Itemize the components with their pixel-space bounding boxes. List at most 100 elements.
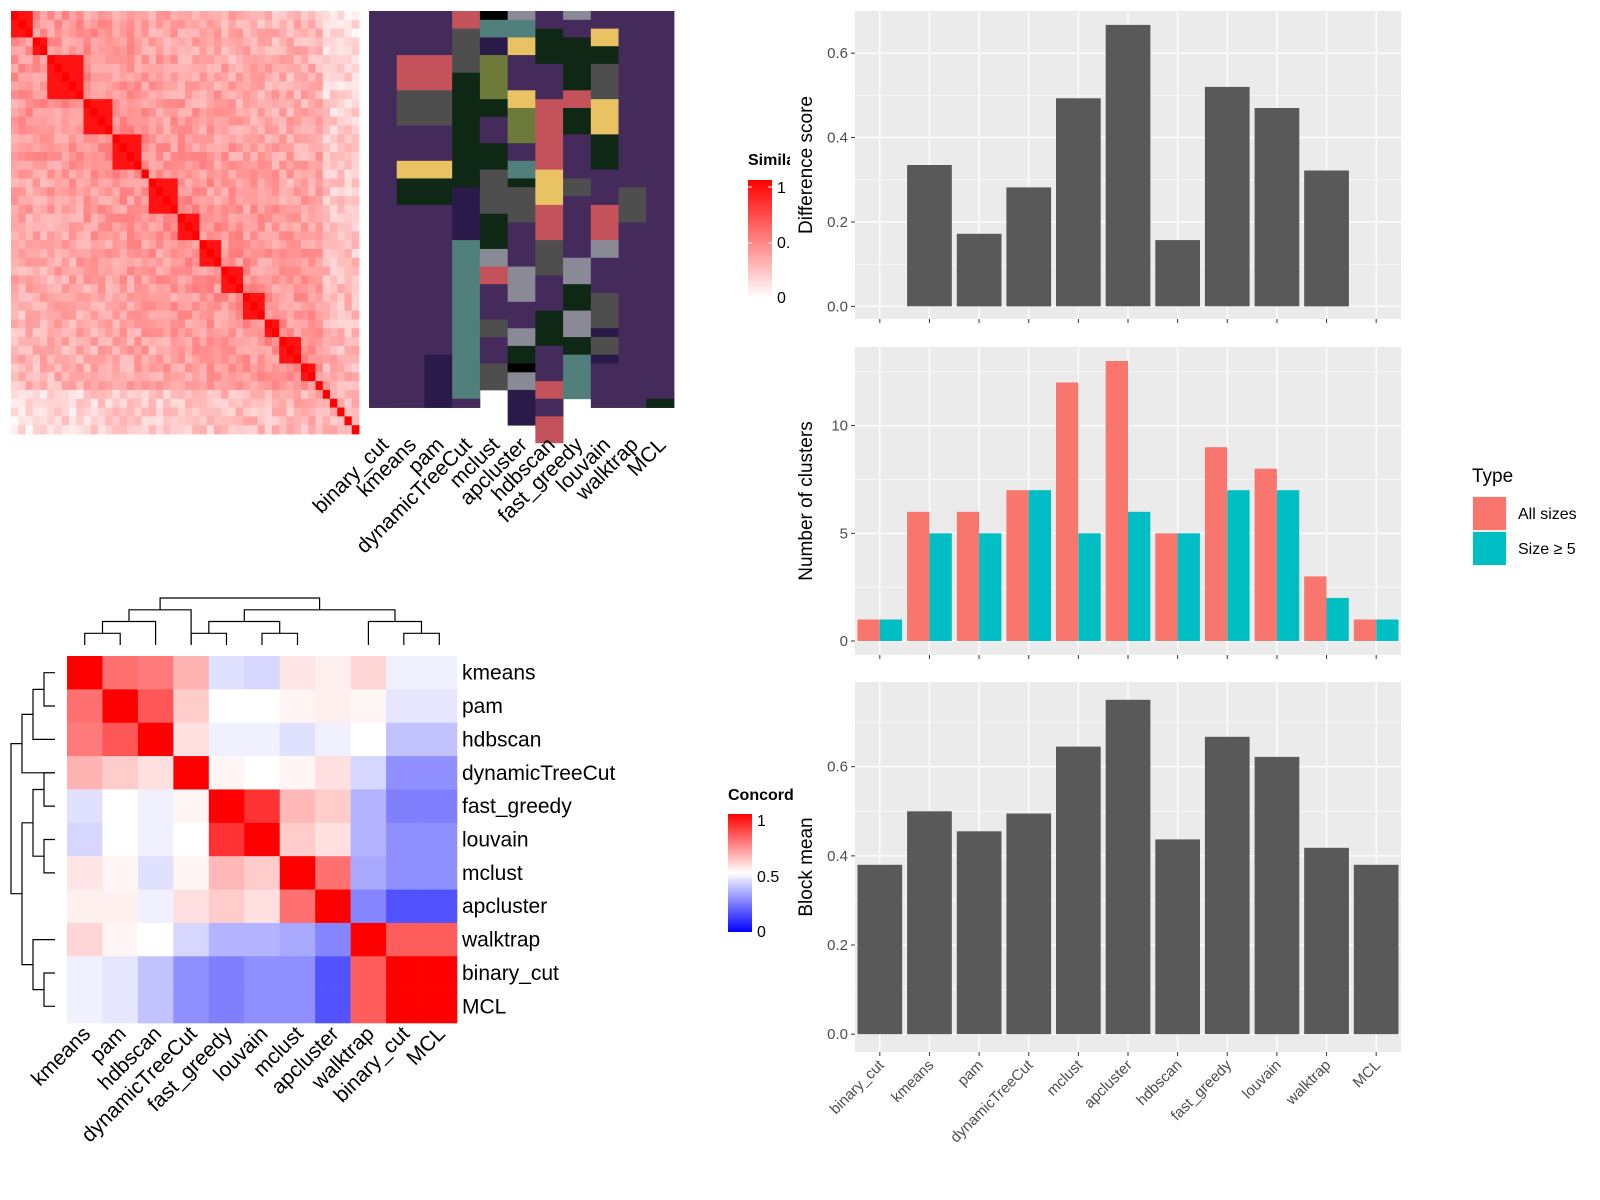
similarity-cell: [119, 81, 128, 91]
similarity-cell: [330, 328, 338, 338]
concordance-cell: [279, 689, 316, 724]
similarity-cell: [221, 116, 229, 126]
similarity-cell: [264, 46, 273, 56]
similarity-cell: [308, 248, 316, 259]
concordance-cell: [244, 889, 281, 924]
similarity-cell: [163, 143, 171, 153]
similarity-cell: [214, 416, 222, 426]
similarity-cell: [301, 37, 309, 47]
similarity-cell: [69, 213, 77, 223]
similarity-cell: [119, 11, 128, 21]
similarity-cell: [308, 231, 316, 241]
y-axis-title: Block mean: [796, 817, 817, 916]
similarity-cell: [286, 319, 295, 329]
concordance-cell: [279, 956, 316, 990]
similarity-cell: [221, 11, 229, 21]
similarity-cell: [25, 143, 34, 153]
similarity-cell: [170, 381, 179, 391]
similarity-cell: [105, 328, 113, 338]
similarity-cell: [25, 116, 34, 126]
similarity-cell: [76, 257, 84, 267]
similarity-cell: [54, 275, 63, 285]
similarity-cell: [119, 257, 128, 267]
similarity-cell: [301, 107, 309, 118]
similarity-cell: [185, 125, 193, 135]
similarity-cell: [221, 231, 229, 241]
similarity-cell: [18, 99, 26, 109]
similarity-cell: [105, 275, 113, 285]
similarity-cell: [351, 11, 360, 21]
similarity-cell: [293, 275, 302, 285]
similarity-cell: [177, 222, 186, 232]
similarity-cell: [185, 240, 193, 250]
similarity-cell: [141, 231, 150, 241]
similarity-cell: [69, 416, 77, 426]
concordance-row-label: kmeans: [462, 662, 536, 685]
similarity-cell: [69, 63, 77, 74]
similarity-cell: [112, 248, 121, 259]
similarity-cell: [32, 107, 41, 118]
y-tick-label: 0.2: [827, 937, 848, 954]
similarity-cell: [69, 337, 77, 347]
similarity-cell: [18, 275, 26, 285]
concordance-column-label: MCL: [402, 1022, 450, 1070]
similarity-cell: [330, 301, 338, 312]
membership-cell: [535, 398, 564, 417]
similarity-cell: [177, 372, 186, 382]
similarity-cell: [344, 275, 353, 285]
similarity-cell: [257, 99, 266, 109]
similarity-cell: [243, 257, 251, 267]
similarity-cell: [293, 81, 302, 91]
similarity-cell: [76, 231, 84, 241]
similarity-cell: [18, 160, 26, 171]
similarity-cell: [308, 319, 316, 329]
similarity-cell: [98, 354, 106, 364]
similarity-cell: [98, 398, 106, 408]
similarity-cell: [250, 90, 258, 100]
similarity-cell: [25, 301, 34, 312]
similarity-cell: [83, 248, 92, 259]
similarity-cell: [18, 337, 26, 347]
similarity-cell: [322, 81, 331, 91]
similarity-cell: [228, 178, 237, 188]
membership-cell: [507, 345, 536, 364]
similarity-cell: [127, 46, 135, 56]
similarity-cell: [322, 381, 331, 391]
concordance-cell: [102, 756, 139, 790]
similarity-cell: [18, 425, 26, 435]
similarity-cell: [156, 363, 164, 373]
similarity-cell: [119, 213, 128, 223]
similarity-cell: [134, 407, 142, 417]
similarity-cell: [18, 398, 26, 408]
similarity-cell: [32, 354, 41, 364]
similarity-cell: [322, 310, 331, 320]
similarity-cell: [214, 310, 222, 320]
similarity-cell: [112, 204, 121, 215]
similarity-cell: [293, 284, 302, 294]
similarity-cell: [250, 107, 258, 118]
concordance-cell: [137, 822, 174, 857]
similarity-cell: [134, 319, 142, 329]
dendrogram-branch: [21, 713, 55, 774]
similarity-cell: [243, 301, 251, 312]
x-tick-label: binary_cut: [827, 1056, 889, 1118]
similarity-cell: [308, 116, 316, 126]
similarity-cell: [11, 81, 19, 91]
similarity-cell: [235, 11, 244, 21]
similarity-cell: [105, 178, 113, 188]
similarity-cell: [250, 389, 258, 400]
similarity-cell: [98, 257, 106, 267]
similarity-cell: [235, 381, 244, 391]
similarity-cell: [286, 196, 295, 206]
similarity-cell: [141, 90, 150, 100]
membership-cell: [590, 204, 619, 241]
similarity-cell: [322, 319, 331, 329]
similarity-cell: [11, 107, 19, 118]
similarity-cell: [199, 134, 208, 144]
similarity-cell: [163, 293, 171, 303]
similarity-cell: [119, 46, 128, 56]
similarity-cell: [272, 187, 280, 197]
similarity-cell: [337, 284, 345, 294]
similarity-cell: [69, 293, 77, 303]
similarity-cell: [11, 169, 19, 179]
